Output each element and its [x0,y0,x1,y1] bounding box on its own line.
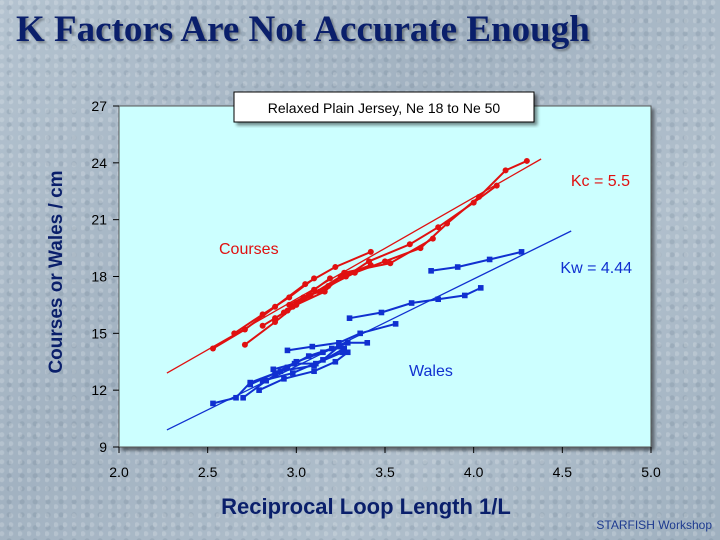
wales-series-line [249,341,368,386]
courses-point [311,275,318,282]
wales-point [233,394,239,401]
kw-label: Kw = 4.44 [560,260,632,277]
courses-point [300,294,307,301]
wales-point [210,400,216,407]
wales-series-line [262,345,340,382]
plot-area [118,105,652,448]
courses-point [493,182,500,189]
courses-point [367,248,374,255]
wales-point [341,345,348,352]
courses-label: Courses [219,241,279,258]
wales-point [270,366,277,373]
wales-point [311,368,317,375]
wales-point [320,349,326,356]
footer-watermark: STARFISH Workshop [596,518,712,532]
wales-point [344,349,351,356]
wales-point [428,268,434,274]
y-tick-label: 24 [91,155,107,171]
courses-point [406,241,413,248]
wales-point [259,377,266,384]
courses-point [272,315,279,322]
wales-point [518,249,525,255]
wales-point [454,264,461,270]
y-tick-label: 18 [91,269,107,285]
wales-point [256,387,262,393]
x-tick-label: 4.0 [464,464,484,480]
wales-point [305,353,312,359]
x-tick-label: 2.0 [109,464,129,480]
wales-point [281,376,287,382]
courses-point [241,341,248,348]
wales-point [364,340,371,346]
wales-label: Wales [409,363,453,380]
wales-point [357,330,363,337]
y-tick-label: 27 [91,98,107,114]
courses-point [286,294,293,301]
courses-point [316,288,323,295]
courses-point [259,322,266,329]
courses-point [382,258,388,265]
slide-title: K Factors Are Not Accurate Enough [16,9,590,50]
courses-point [209,345,216,352]
wales-point [435,296,441,303]
courses-point [342,273,349,280]
wales-point [344,340,351,346]
wales-point [378,309,385,316]
wales-point [339,349,346,356]
chart-title-box: Relaxed Plain Jersey, Ne 18 to Ne 50 [233,91,535,123]
courses-point [259,311,266,318]
courses-point [502,167,509,174]
courses-point [332,264,339,271]
y-axis-label: Courses or Wales / cm [46,170,67,373]
kc-label: Kc = 5.5 [571,173,630,190]
courses-series-line [233,277,315,335]
y-tick-label: 15 [91,325,107,341]
wales-point [313,360,319,367]
y-tick-label: 21 [91,212,107,228]
x-tick-label: 3.5 [375,464,395,480]
wales-point [408,300,415,306]
wales-point [462,292,468,299]
wales-point [336,343,342,350]
y-tick-label: 9 [99,439,107,455]
courses-point [366,258,373,265]
wales-point [284,347,291,354]
wales-point [291,360,298,367]
x-tick-label: 4.5 [553,464,573,480]
wales-point [346,315,353,321]
x-axis-label: Reciprocal Loop Length 1/L [221,494,511,519]
courses-point [417,245,424,252]
y-tick-label: 12 [91,382,107,398]
wales-point [486,256,493,263]
chart-title: Relaxed Plain Jersey, Ne 18 to Ne 50 [268,100,501,116]
wales-point [289,370,296,376]
wales-point [477,285,484,291]
wales-point [247,381,254,388]
wales-point [240,394,246,401]
x-tick-label: 5.0 [641,464,661,480]
courses-point [387,260,394,267]
wales-point [332,358,339,365]
courses-point [470,199,477,206]
x-tick-label: 2.5 [198,464,218,480]
courses-point [523,157,530,164]
wales-point [392,321,399,327]
x-tick-label: 3.0 [287,464,307,480]
courses-point [286,301,293,308]
wales-series-line [430,250,522,272]
wales-point [309,343,316,350]
wales-point [336,340,342,346]
courses-point [231,330,238,337]
wales-point [272,370,278,376]
courses-point [435,224,442,231]
courses-point [327,275,334,282]
wales-series-line [273,351,343,371]
